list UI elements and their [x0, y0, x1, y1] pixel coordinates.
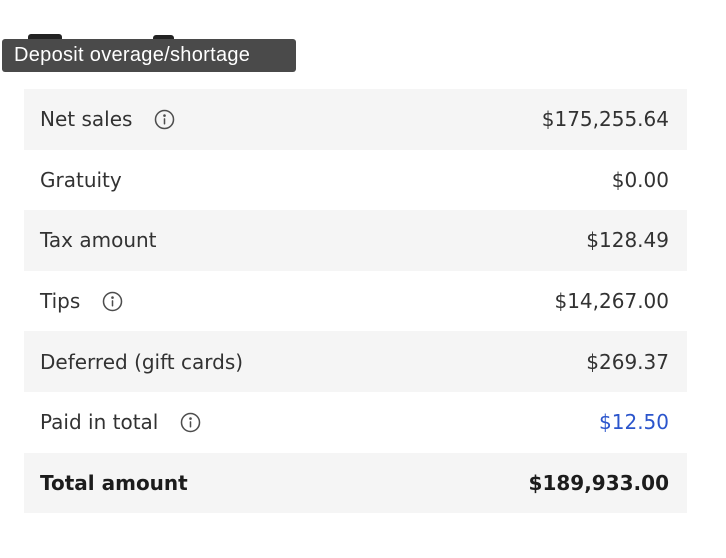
- table-row: Tips $14,267.00: [24, 270, 687, 332]
- row-value: $269.37: [586, 349, 669, 374]
- info-icon[interactable]: [179, 411, 202, 434]
- obscured-heading-fragment: [153, 35, 174, 39]
- row-value: $128.49: [586, 228, 669, 253]
- row-label-wrap: Paid in total: [40, 410, 202, 434]
- row-label-wrap: Tips: [40, 289, 124, 313]
- row-label: Paid in total: [40, 410, 159, 435]
- row-label-wrap: Gratuity: [40, 168, 122, 192]
- tooltip: Deposit overage/shortage: [2, 39, 296, 72]
- info-icon[interactable]: [101, 290, 124, 313]
- row-value: $175,255.64: [541, 107, 669, 132]
- row-label: Net sales: [40, 107, 133, 132]
- row-label-wrap: Deferred (gift cards): [40, 350, 243, 374]
- table-row: Net sales $175,255.64: [24, 89, 687, 150]
- table-row: Tax amount $128.49: [24, 210, 687, 271]
- row-label: Deferred (gift cards): [40, 349, 244, 374]
- info-icon[interactable]: [153, 108, 176, 131]
- summary-table: Net sales $175,255.64 Gratuity $0.00 Tax amo…: [24, 89, 687, 514]
- table-row: Gratuity $0.00: [24, 149, 687, 211]
- row-label-wrap: Total amount: [40, 471, 188, 495]
- row-value: $189,933.00: [528, 470, 669, 495]
- row-label: Total amount: [40, 470, 188, 495]
- row-value: $0.00: [611, 167, 669, 192]
- row-label-wrap: Tax amount: [40, 228, 157, 252]
- row-label-wrap: Net sales: [40, 107, 176, 131]
- table-row: Deferred (gift cards) $269.37: [24, 331, 687, 392]
- table-row: Paid in total $12.50: [24, 391, 687, 453]
- obscured-heading-fragment: [28, 34, 62, 39]
- row-label: Tax amount: [40, 228, 157, 253]
- paid-in-total-link[interactable]: $12.50: [599, 410, 669, 435]
- row-label: Tips: [40, 289, 81, 314]
- table-row: Total amount $189,933.00: [24, 452, 687, 514]
- row-label: Gratuity: [40, 167, 122, 192]
- row-value: $14,267.00: [554, 289, 669, 314]
